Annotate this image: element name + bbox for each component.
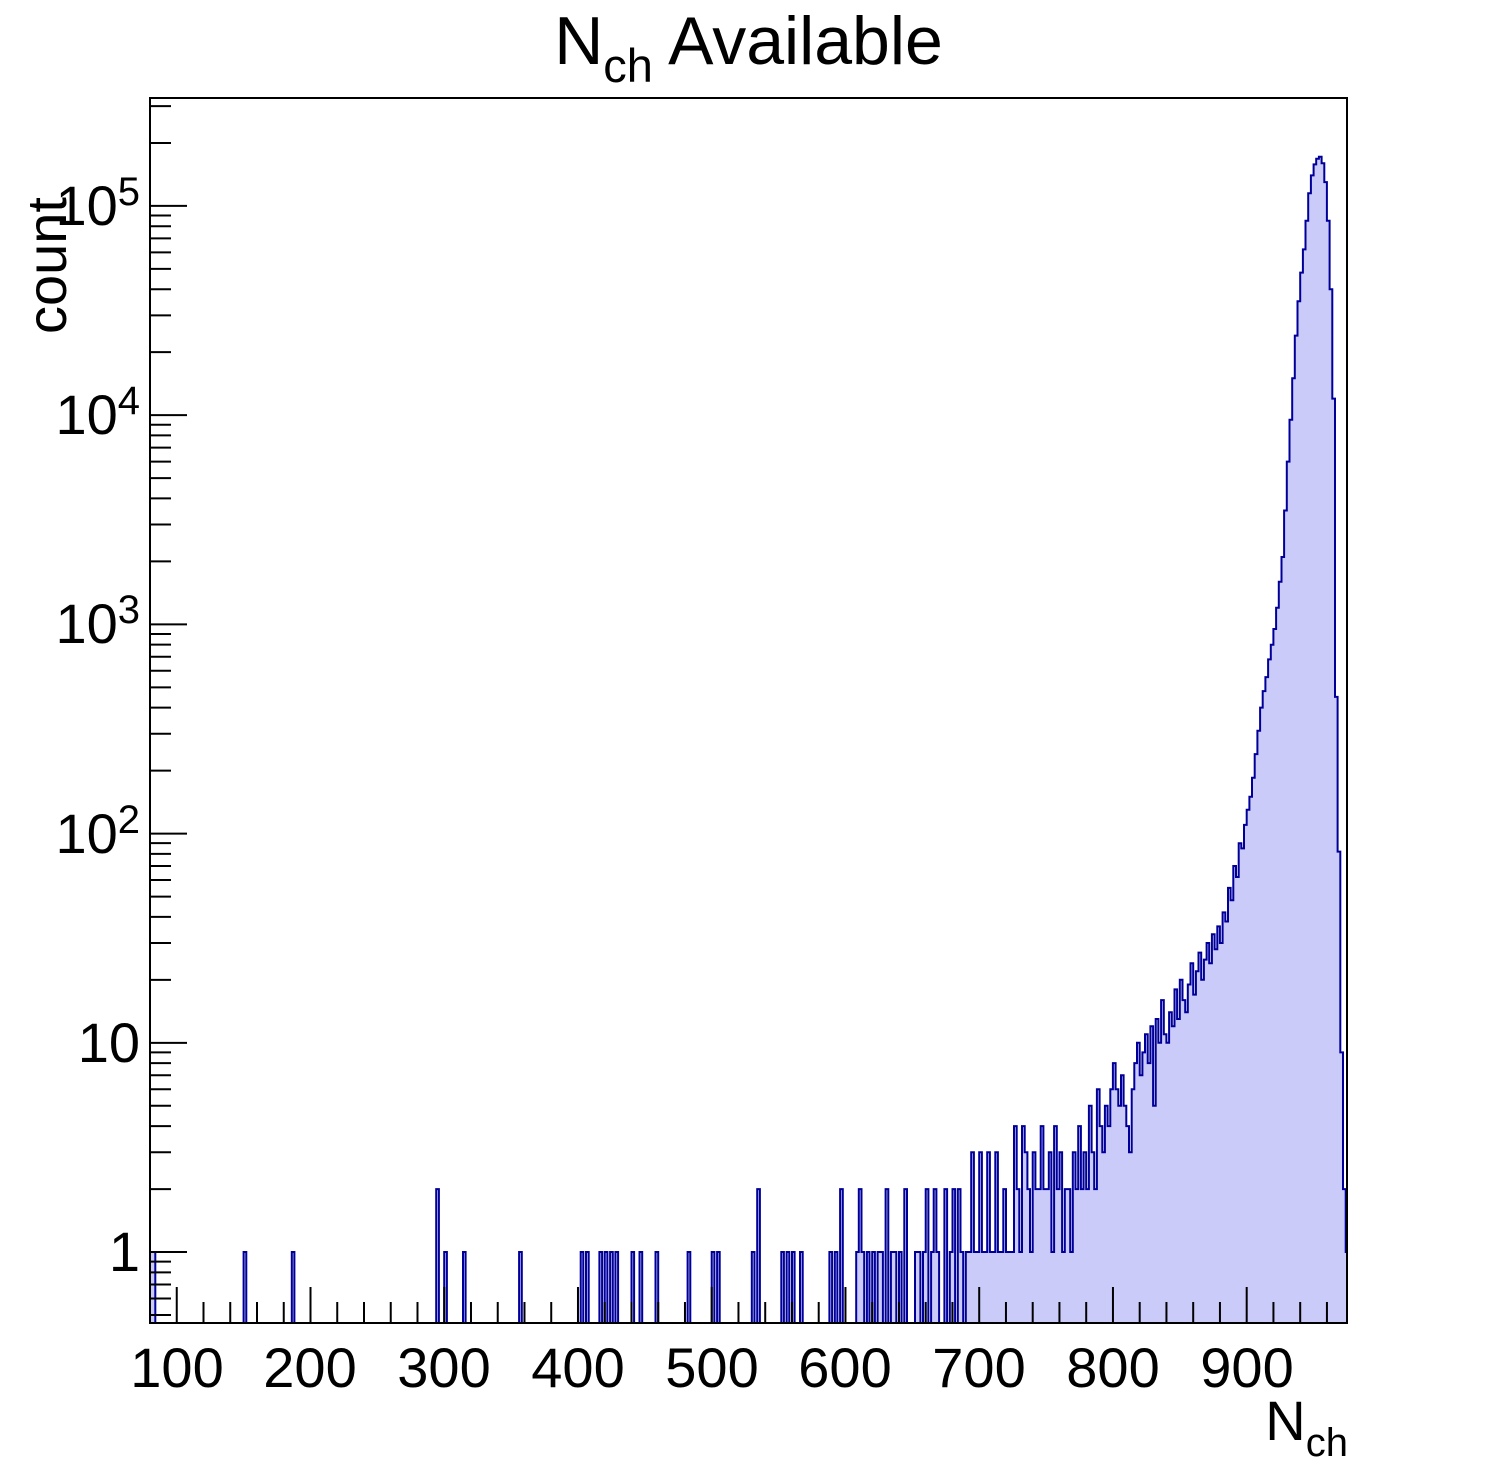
x-axis-title: Nch	[1048, 1388, 1348, 1466]
y-tick-label-base: 10	[55, 174, 118, 237]
y-tick-label-base: 1	[108, 1220, 140, 1283]
x-tick-label: 700	[932, 1336, 1026, 1399]
y-tick-label: 103	[0, 590, 140, 655]
y-tick-label-exponent: 3	[117, 588, 140, 632]
y-tick-label-base: 10	[55, 383, 118, 446]
chart-title-rest: Available	[652, 3, 943, 79]
y-tick-label: 1	[0, 1222, 140, 1282]
x-tick-label: 300	[397, 1336, 491, 1399]
chart-title-subscript: ch	[603, 39, 653, 92]
y-tick-label: 102	[0, 800, 140, 865]
x-tick-label: 600	[798, 1336, 892, 1399]
x-tick-label: 900	[1200, 1336, 1294, 1399]
y-tick-label: 105	[0, 172, 140, 237]
y-tick-label: 104	[0, 381, 140, 446]
x-axis-title-base: N	[1265, 1389, 1306, 1452]
chart-title: Nch Available	[150, 2, 1347, 93]
y-tick-label-exponent: 5	[117, 170, 140, 214]
y-tick-label-base: 10	[55, 592, 118, 655]
y-tick-label-exponent: 2	[117, 798, 140, 842]
x-axis-title-subscript: ch	[1305, 1421, 1348, 1465]
x-tick-label: 200	[263, 1336, 357, 1399]
y-tick-label: 10	[0, 1013, 140, 1073]
y-tick-label-exponent: 4	[117, 379, 140, 423]
x-tick-label: 100	[130, 1336, 224, 1399]
chart-title-base: N	[554, 3, 604, 79]
x-tick-label: 500	[665, 1336, 759, 1399]
x-tick-label: 400	[531, 1336, 625, 1399]
x-tick-label: 800	[1066, 1336, 1160, 1399]
histogram-fill	[150, 156, 1347, 1324]
y-tick-label-base: 10	[77, 1011, 140, 1074]
y-tick-label-base: 10	[55, 802, 118, 865]
plot-frame	[149, 97, 1348, 1324]
